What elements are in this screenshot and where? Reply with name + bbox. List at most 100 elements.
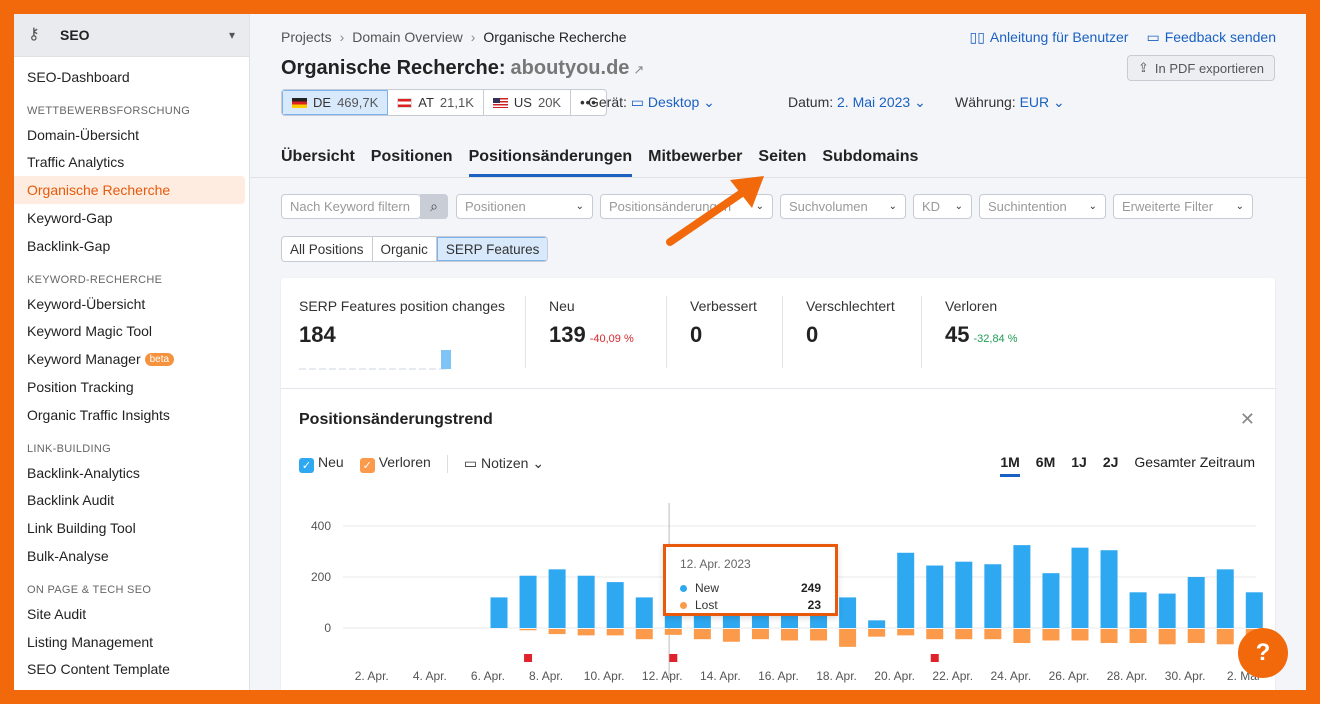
filter-dropdown[interactable]: Positionen ⌄	[456, 194, 593, 219]
sidebar-header[interactable]: ⚷ SEO ▾	[14, 14, 249, 57]
sidebar-item[interactable]: Link Building Tool	[14, 514, 249, 542]
keyword-filter-input[interactable]: Nach Keyword filtern	[281, 194, 421, 219]
bar-new[interactable]	[955, 561, 973, 628]
bar-new[interactable]	[1187, 577, 1205, 628]
filter-dropdown[interactable]: KD ⌄	[913, 194, 972, 219]
bar-new[interactable]	[577, 575, 595, 628]
bar-new[interactable]	[1129, 592, 1147, 628]
bar-new[interactable]	[1245, 592, 1263, 628]
tab[interactable]: Seiten	[758, 148, 807, 165]
sidebar-item[interactable]: Bulk-Analyse	[14, 542, 249, 570]
external-link-icon[interactable]: ↗	[633, 62, 645, 77]
sidebar-item[interactable]: Position Tracking	[14, 373, 249, 401]
range-option[interactable]: 1J	[1071, 454, 1087, 470]
bar-lost[interactable]	[868, 629, 886, 637]
guide-link[interactable]: ▯▯ Anleitung für Benutzer	[970, 29, 1129, 46]
range-option[interactable]: 2J	[1102, 454, 1119, 470]
note-flag-icon[interactable]	[669, 654, 678, 662]
bar-new[interactable]	[548, 569, 566, 628]
bar-lost[interactable]	[781, 629, 798, 641]
bar-lost[interactable]	[810, 629, 828, 641]
date-filter[interactable]: Datum: 2. Mai 2023 ⌄	[788, 94, 926, 111]
close-icon[interactable]: ✕	[1239, 409, 1255, 429]
tab[interactable]: Mitbewerber	[648, 148, 743, 165]
bar-lost[interactable]	[897, 629, 915, 636]
sidebar-item[interactable]: Organic Traffic Insights	[14, 401, 249, 429]
tab[interactable]: Positionsänderungen	[468, 148, 633, 177]
device-filter[interactable]: Gerät: ▭ Desktop ⌄	[588, 94, 715, 111]
legend-lost-toggle[interactable]: ✓ Verloren	[359, 454, 431, 473]
sidebar-item[interactable]: Keyword-Übersicht	[14, 290, 249, 318]
bar-lost[interactable]	[1158, 629, 1176, 645]
sidebar-item[interactable]: Site Audit	[14, 600, 249, 628]
bar-lost[interactable]	[984, 629, 1002, 640]
bar-lost[interactable]	[1013, 629, 1031, 644]
sidebar-item[interactable]: SEO Content Template	[14, 656, 249, 684]
sidebar-item[interactable]: Backlink Audit	[14, 487, 249, 515]
filter-dropdown[interactable]: Positionsänderungen ⌄	[600, 194, 773, 219]
bar-new[interactable]	[635, 597, 653, 628]
db-us[interactable]: US 20K	[484, 90, 572, 115]
note-flag-icon[interactable]	[524, 654, 533, 662]
filter-dropdown[interactable]: Suchvolumen ⌄	[780, 194, 906, 219]
sidebar-item[interactable]: Traffic Analytics	[14, 149, 249, 177]
tab[interactable]: Übersicht	[281, 148, 355, 165]
bar-lost[interactable]	[1100, 629, 1118, 644]
notes-dropdown[interactable]: ▭ Notizen ⌄	[464, 455, 544, 472]
range-option[interactable]: 6M	[1035, 454, 1056, 470]
currency-filter[interactable]: Währung: EUR ⌄	[955, 94, 1065, 111]
export-pdf-button[interactable]: ⇪ In PDF exportieren	[1126, 55, 1275, 81]
page-title-domain[interactable]: aboutyou.de	[510, 57, 630, 79]
range-option[interactable]: 1M	[1000, 454, 1020, 477]
bar-lost[interactable]	[519, 629, 537, 631]
bar-new[interactable]	[1071, 547, 1089, 628]
bar-new[interactable]	[984, 564, 1002, 628]
sidebar-item[interactable]: Domain-Übersicht	[14, 121, 249, 149]
db-de[interactable]: DE 469,7K	[282, 90, 389, 115]
segment-option[interactable]: Organic	[373, 237, 437, 261]
bar-lost[interactable]	[839, 629, 857, 647]
bar-new[interactable]	[1158, 593, 1176, 628]
legend-new-toggle[interactable]: ✓ Neu	[299, 454, 344, 473]
bar-lost[interactable]	[693, 629, 711, 640]
breadcrumb-projects[interactable]: Projects	[281, 29, 332, 45]
bar-lost[interactable]	[1071, 629, 1089, 641]
bar-lost[interactable]	[1187, 629, 1205, 644]
bar-new[interactable]	[519, 575, 537, 628]
sidebar-item[interactable]: SEO-Dashboard	[14, 63, 249, 91]
bar-lost[interactable]	[1042, 629, 1060, 641]
breadcrumb-domain-overview[interactable]: Domain Overview	[352, 29, 463, 45]
bar-new[interactable]	[1100, 550, 1118, 628]
bar-new[interactable]	[868, 620, 886, 628]
search-button[interactable]: ⌕	[420, 194, 448, 219]
range-option[interactable]: Gesamter Zeitraum	[1134, 454, 1255, 470]
bar-lost[interactable]	[577, 629, 595, 636]
help-button[interactable]: ?	[1238, 628, 1288, 678]
sidebar-item[interactable]: Listing Management	[14, 628, 249, 656]
bar-lost[interactable]	[635, 629, 653, 640]
bar-lost[interactable]	[722, 629, 740, 642]
tab[interactable]: Positionen	[370, 148, 453, 165]
bar-lost[interactable]	[751, 629, 769, 640]
tab[interactable]: Subdomains	[822, 148, 919, 165]
filter-dropdown[interactable]: Suchintention ⌄	[979, 194, 1106, 219]
sidebar-item[interactable]: Keyword-Gap	[14, 204, 249, 232]
sidebar-item[interactable]: Backlink-Analytics	[14, 459, 249, 487]
bar-lost[interactable]	[1129, 629, 1147, 644]
sidebar-item[interactable]: Organische Recherche	[14, 176, 245, 205]
note-flag-icon[interactable]	[930, 654, 939, 662]
feedback-link[interactable]: ▭ Feedback senden	[1146, 29, 1276, 46]
bar-new[interactable]	[926, 565, 944, 628]
bar-new[interactable]	[897, 552, 915, 628]
bar-lost[interactable]	[606, 629, 624, 636]
bar-new[interactable]	[606, 582, 624, 628]
filter-dropdown[interactable]: Erweiterte Filter ⌄	[1113, 194, 1253, 219]
bar-lost[interactable]	[926, 629, 944, 640]
sidebar-item[interactable]: Keyword Manager beta	[14, 345, 249, 373]
bar-new[interactable]	[1013, 545, 1031, 628]
bar-lost[interactable]	[955, 629, 973, 640]
bar-new[interactable]	[839, 597, 857, 628]
more-databases-button[interactable]: •••	[580, 95, 597, 110]
db-at[interactable]: AT 21,1K	[388, 90, 484, 115]
bar-lost[interactable]	[664, 629, 682, 635]
